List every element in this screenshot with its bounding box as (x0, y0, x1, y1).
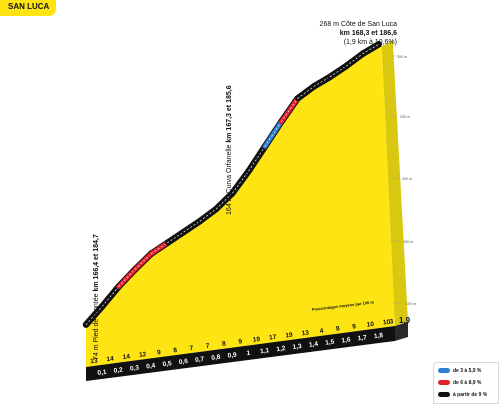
km-mark-label: 0,3 (130, 364, 140, 372)
route-segment-red (132, 251, 154, 272)
km-mark-label: 1,3 (292, 343, 302, 351)
axis-label-250: 250 m (400, 115, 410, 119)
gradient-value-label: 10 (383, 319, 391, 327)
km-mark-label: 0,1 (97, 369, 107, 377)
legend-swatch-black (438, 392, 450, 397)
summit-km: km 168,3 et 186,6 (340, 30, 397, 37)
gradient-value-label: 8 (222, 340, 227, 347)
profile-fill (86, 44, 395, 368)
gradient-value-label: 9 (352, 323, 357, 330)
route-centerline (248, 146, 266, 172)
axis-label-150: 150 m (403, 240, 413, 244)
km-labels: 0,1 0,2 0,3 0,4 0,5 0,6 0,7 0,8 0,9 1 1,1 1,2 1,3 1,4… (97, 332, 384, 377)
mid-point-name: 164 m Curva Orfanelle (226, 143, 233, 215)
gradient-value-label: 9 (157, 349, 162, 356)
km-mark-label: 0,5 (162, 360, 172, 368)
route-centerline (313, 76, 331, 87)
altitude-axis: 300 m 250 m 200 m 150 m 100 m (397, 55, 416, 306)
km-mark-label: 1,7 (357, 334, 367, 342)
gradient-value-label: 4 (319, 327, 324, 334)
gradient-value-label: 13 (90, 357, 98, 365)
route-centerline (362, 43, 379, 55)
axis-label-300: 300 m (397, 55, 407, 59)
legend-swatch-red (438, 380, 450, 385)
km-mark-label: 1 (246, 350, 251, 357)
gradient-value-label: 19 (253, 336, 261, 344)
km-mark-label: 0,9 (227, 351, 237, 359)
route-centerline (199, 208, 217, 222)
route-centerline (280, 98, 298, 123)
gradient-value-label: 14 (122, 353, 130, 361)
gradient-value-label: 19 (285, 332, 293, 340)
km-mark-label: 1,4 (309, 341, 319, 349)
title-tab: SAN LUCA (0, 0, 56, 16)
mid-point-label: 164 m Curva Orfanelle km 167,3 et 185,6 (226, 85, 233, 215)
mid-point-km: km 167,3 et 185,6 (226, 85, 233, 142)
profile-base-band (86, 326, 395, 381)
km-mark-label: 0,7 (195, 356, 205, 364)
summit-name: 268 m Côte de San Luca (320, 21, 398, 28)
profile-guides (391, 55, 400, 304)
legend-item: à partir de 9 % (438, 390, 487, 399)
km-mark-label: 0,8 (211, 354, 221, 362)
gradient-value-label: 13 (301, 329, 309, 337)
gradient-value-label: 8 (336, 325, 341, 332)
legend-label: à partir de 9 % (453, 391, 488, 398)
route-segment-red (116, 267, 138, 289)
axis-label-200: 200 m (402, 177, 412, 181)
gradient-value-label: 7 (206, 343, 211, 350)
start-point-label: 74 m Pied de montée km 166,4 et 184,7 (93, 234, 100, 360)
axis-label-100: 100 m (406, 302, 416, 306)
route-centerline (232, 170, 249, 194)
total-distance-label: 1,9 (399, 316, 411, 325)
start-point-km: km 166,4 et 184,7 (93, 234, 100, 291)
gradient-value-label: 8 (173, 347, 178, 354)
route-centerline (346, 53, 363, 67)
route-centerline (85, 306, 103, 325)
gradient-value-label: 17 (269, 334, 277, 342)
km-mark-label: 1,6 (341, 336, 351, 344)
km-mark-label: 1,5 (325, 339, 335, 347)
route-centerline (167, 231, 184, 244)
route-centerline (329, 65, 347, 78)
route-centerline (183, 220, 201, 233)
route-segment-black (213, 190, 235, 212)
legend-item: de 6 à 8,9 % (438, 378, 481, 387)
gradient-legend: de 3 à 5,9 % de 6 à 8,9 % à partir de 9 … (433, 362, 499, 404)
route-centerline (297, 86, 314, 99)
gradient-value-label: 3 (389, 318, 394, 325)
legend-label: de 6 à 8,9 % (453, 379, 482, 386)
profile-base-end (395, 322, 408, 341)
km-mark-label: 1,1 (260, 347, 270, 355)
route-centerline (264, 121, 282, 147)
route-centerline (101, 286, 119, 307)
legend-label: de 3 à 5,9 % (453, 367, 482, 374)
profile-side-face (381, 40, 408, 327)
legend-swatch-blue (438, 368, 450, 373)
gradient-value-label: 7 (189, 345, 194, 352)
km-mark-label: 1,2 (276, 345, 286, 353)
page-title: SAN LUCA (8, 2, 50, 11)
gradient-value-label: 9 (238, 338, 243, 345)
legend-item: de 3 à 5,9 % (438, 366, 481, 375)
route-centerline (150, 242, 168, 255)
gradient-value-label: 10 (366, 321, 374, 329)
gradient-value-label: 14 (106, 355, 114, 363)
km-mark-label: 0,6 (178, 358, 188, 366)
profile-route-segments (82, 41, 382, 328)
start-point-name: 74 m Pied de montée (93, 292, 100, 361)
gradient-value-label: 12 (139, 351, 147, 359)
gradient-labels: 13 14 14 12 9 8 7 7 8 9 19 17 19 13 4 8 9 10 103 (90, 318, 394, 365)
km-mark-label: 0,4 (146, 362, 156, 370)
summit-detail: (1,9 km à 10,6%) (344, 39, 397, 46)
km-mark-label: 1,8 (374, 332, 384, 340)
km-mark-label: 0,2 (113, 367, 123, 375)
